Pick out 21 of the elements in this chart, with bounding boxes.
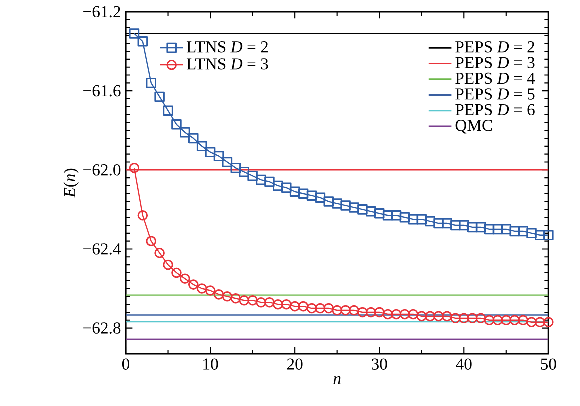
- legend-label: PEPS D = 4: [456, 72, 536, 84]
- y-tick-label: −61.2: [84, 6, 120, 18]
- x-tick-label: 40: [456, 358, 472, 370]
- y-tick-label: −62.4: [84, 244, 122, 255]
- y-tick-label: −61.6: [84, 85, 121, 97]
- x-tick-label: 20: [287, 358, 303, 370]
- legend-label: PEPS D = 3: [456, 57, 535, 68]
- legend-label: PEPS D = 5: [456, 88, 535, 100]
- legend-label: LTNS D = 2: [186, 42, 268, 53]
- legend-label: PEPS D = 2: [456, 42, 534, 53]
- x-tick-label: 10: [204, 358, 218, 370]
- y-tick-label: −62.8: [84, 322, 121, 334]
- x-tick-label: 50: [541, 358, 556, 370]
- y-axis-title: E(n): [64, 168, 79, 198]
- legend-label: QMC: [456, 120, 492, 134]
- y-tick-label: −62.0: [84, 164, 121, 176]
- legend-label: LTNS D = 3: [186, 58, 268, 70]
- x-tick-label: 30: [372, 358, 388, 370]
- x-tick-label: 0: [122, 358, 130, 370]
- x-axis-title: n: [334, 376, 341, 384]
- legend-label: PEPS D = 6: [456, 104, 535, 116]
